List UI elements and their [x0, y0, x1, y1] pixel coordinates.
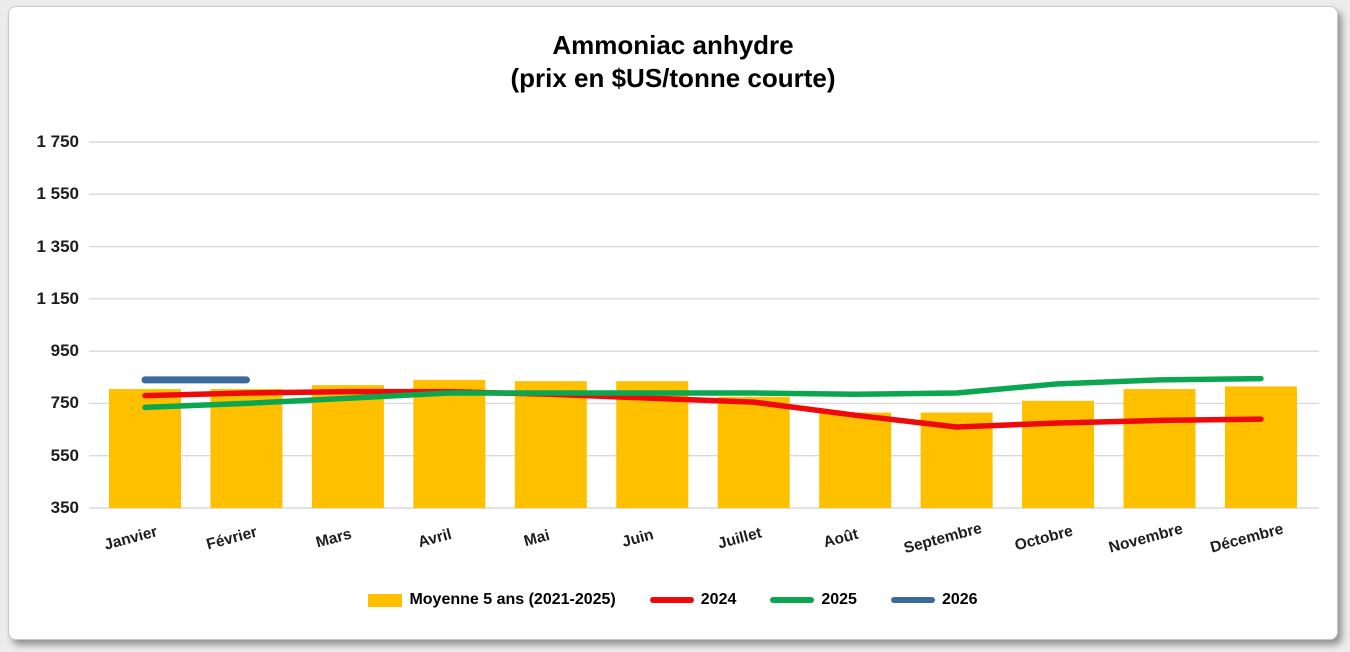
legend-label-2026: 2026 — [941, 591, 978, 608]
bar-mars — [311, 385, 384, 508]
y-tick-950: 950 — [50, 341, 79, 361]
bar-avril — [413, 379, 486, 508]
legend-item-2024: 2024 — [649, 591, 737, 609]
bar-octobre — [1022, 400, 1095, 508]
bar-juillet — [717, 396, 790, 508]
chart-title-line1: Ammoniac anhydre — [552, 30, 794, 60]
legend-swatch-2025-line — [770, 597, 815, 603]
y-tick-550: 550 — [50, 445, 79, 465]
y-tick-750: 750 — [50, 393, 79, 413]
bar-series-moyenne — [109, 379, 1297, 508]
legend-swatch-2024-line — [649, 597, 694, 603]
line-2025 — [142, 375, 1264, 411]
bar-décembre — [1224, 386, 1297, 508]
bar-novembre — [1123, 389, 1196, 508]
gridlines — [89, 141, 1319, 509]
legend-item-moyenne: Moyenne 5 ans (2021-2025) — [368, 591, 616, 609]
legend-label-moyenne: Moyenne 5 ans (2021-2025) — [409, 591, 616, 608]
legend: Moyenne 5 ans (2021-2025) 2024 2025 2026 — [9, 591, 1337, 609]
y-tick-1750: 1 750 — [36, 132, 79, 151]
chart-title-line2: (prix en $US/tonne courte) — [510, 63, 836, 93]
legend-item-2026: 2026 — [890, 591, 978, 609]
legend-item-2025: 2025 — [770, 591, 857, 609]
y-tick-350: 350 — [50, 498, 79, 517]
plot-area — [89, 141, 1319, 509]
bar-juin — [616, 381, 689, 508]
bar-mai — [514, 381, 587, 508]
legend-label-2024: 2024 — [700, 591, 737, 608]
bar-août — [819, 412, 892, 508]
y-tick-1350: 1 350 — [36, 236, 79, 256]
y-tick-1150: 1 150 — [36, 288, 79, 308]
chart-title: Ammoniac anhydre (prix en $US/tonne cour… — [9, 29, 1337, 95]
line-2024 — [142, 388, 1264, 430]
legend-swatch-2026-line — [890, 597, 935, 603]
legend-label-2025: 2025 — [821, 591, 857, 608]
y-tick-1550: 1 550 — [36, 184, 79, 204]
chart-card: Ammoniac anhydre (prix en $US/tonne cour… — [8, 6, 1338, 640]
bar-février — [210, 389, 283, 508]
legend-swatch-bar — [368, 593, 403, 607]
